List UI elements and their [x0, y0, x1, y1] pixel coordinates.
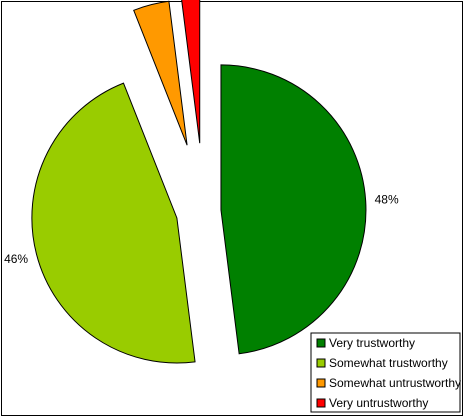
pie-slice-3 [133, 0, 188, 146]
legend-box [310, 332, 461, 413]
pie-value-label-1: 48% [375, 193, 399, 207]
legend-label-2: Somewhat trustworthy [329, 356, 448, 370]
pie-value-label-2: 46% [4, 252, 28, 266]
legend-swatch-4 [316, 398, 326, 408]
pie-slice-1 [220, 64, 367, 355]
legend: Very trustworthy Somewhat trustworthy Some… [310, 332, 461, 413]
pie-value-labels: 48%46%4%2% [4, 193, 399, 267]
legend-label-1: Very trustworthy [329, 336, 415, 350]
legend-label-3: Somewhat untrustworthy [329, 376, 461, 390]
pie-slices [31, 0, 367, 364]
legend-swatch-2 [316, 358, 326, 368]
pie-slice-4 [181, 0, 201, 144]
legend-label-4: Very untrustworthy [329, 396, 428, 410]
legend-swatch-3 [316, 378, 326, 388]
pie-slice-2 [31, 82, 196, 364]
legend-swatch-1 [316, 338, 326, 348]
